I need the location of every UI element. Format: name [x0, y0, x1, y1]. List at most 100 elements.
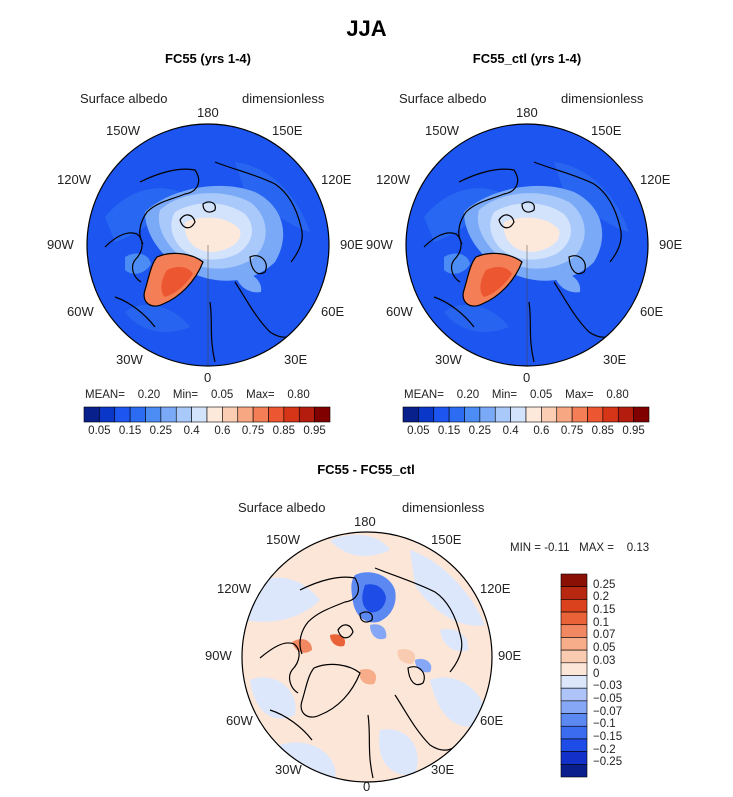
- panel2-colorbar-swatch: [525, 406, 542, 423]
- panel1-lon-90w: 90W: [47, 237, 74, 252]
- panel2-colorbar-swatch: [510, 406, 527, 423]
- panel1-colorbar-tick-label: 0.25: [149, 425, 173, 437]
- panel1-region: [235, 271, 262, 293]
- panel1-coastline: [143, 252, 204, 307]
- panel2-lon-120w: 120W: [376, 172, 410, 187]
- panel3-lon-120w: 120W: [217, 581, 251, 596]
- panel2-coastline: [533, 161, 622, 263]
- panel3-colorbar-tick-label: 0: [593, 667, 600, 680]
- panel1-coastline: [139, 168, 200, 245]
- panel3-stats: MIN = -0.11 MAX = 0.13: [510, 542, 650, 554]
- panel1-lon-180: 180: [197, 105, 219, 120]
- panel1-lon-60w: 60W: [67, 304, 94, 319]
- panel1-colorbar-swatch: [99, 406, 116, 423]
- panel3-lon-60e: 60E: [480, 713, 504, 728]
- panel3-negative-region: [370, 624, 387, 640]
- panel1-coastline: [202, 201, 216, 213]
- panel3-colorbar-swatch: [560, 675, 588, 689]
- panel3-coastline: [269, 709, 313, 741]
- panel3-colorbar-tick-label: 0.03: [593, 654, 616, 667]
- panel2-colorbar-tick-label: 0.6: [533, 425, 550, 437]
- panel2-units-label: dimensionless: [561, 91, 644, 106]
- panel3-lon-30w: 30W: [275, 762, 302, 777]
- panel3-colorbar-swatch: [560, 764, 588, 778]
- panel3-lon-30e: 30E: [431, 762, 455, 777]
- panel1-region: [125, 253, 151, 274]
- panel3-positive-region: [330, 634, 346, 647]
- panel3-field: [242, 532, 492, 782]
- panel3-coastline: [300, 663, 361, 718]
- panel1-colorbar-swatch: [191, 406, 208, 423]
- panel2-map-border: [405, 123, 649, 367]
- panel3-colorbar-tick-label: −0.25: [593, 756, 623, 769]
- panel3-colorbar-tick-label: −0.07: [593, 705, 623, 718]
- panel3-lon-150w: 150W: [266, 532, 300, 547]
- panel3-colorbar-swatch: [560, 713, 588, 727]
- panel1-coastline: [114, 296, 156, 328]
- panel2-lon-60w: 60W: [386, 304, 413, 319]
- panel3-colorbar-tick-label: 0.15: [593, 604, 616, 617]
- panel2-colorbar-swatch: [464, 406, 481, 423]
- panel3-colorbar-tick-label: 0.25: [593, 578, 616, 591]
- panel2-greenland-region: [480, 267, 512, 297]
- panel3-colorbar-swatch: [560, 700, 588, 714]
- panel3-colorbar-labels: 0.25 0.2 0.15 0.1 0.07 0.05 0.03 0 −0.03 −0.05 −0.…: [593, 573, 673, 778]
- panel3-lon-60w: 60W: [226, 713, 253, 728]
- panel1-coastline: [179, 214, 196, 229]
- panel3-negative-region: [410, 550, 485, 626]
- panel3-negative-region: [330, 534, 390, 556]
- panel1-field: [87, 124, 329, 366]
- panel1-colorbar-swatch: [160, 406, 177, 423]
- panel3-units-label: dimensionless: [402, 500, 485, 515]
- panel2-region: [444, 304, 509, 332]
- panel3-lon-90w: 90W: [205, 648, 232, 663]
- panel2-colorbar-swatch: [587, 406, 604, 423]
- panel2-region: [554, 162, 629, 232]
- panel3-coastline: [359, 611, 373, 623]
- panel1-colorbar-swatch: [268, 406, 285, 423]
- panel1-colorbar-tick-label: 0.6: [214, 425, 231, 437]
- panel2-lon-30e: 30E: [603, 352, 627, 367]
- panel3-colorbar-swatch: [560, 573, 588, 587]
- panel2-coastline: [568, 255, 586, 275]
- panel3-colorbar-swatch: [560, 662, 588, 676]
- panel1-lon-30w: 30W: [116, 352, 143, 367]
- panel1-colorbar-labels: 0.05 0.15 0.25 0.4 0.6 0.75 0.85 0.95: [83, 425, 331, 441]
- panel3-colorbar-tick-label: 0.07: [593, 629, 616, 642]
- panel1-lon-90e: 90E: [340, 237, 364, 252]
- panel3-negative-region: [280, 742, 336, 781]
- panel3-positive-region: [292, 639, 312, 653]
- panel1-colorbar-tick-label: 0.85: [272, 425, 296, 437]
- panel3-colorbar-tick-label: 0.1: [593, 616, 609, 629]
- panel1-colorbar-tick-label: 0.05: [88, 425, 111, 437]
- panel3-negative-region: [250, 677, 296, 719]
- panel2-colorbar-swatch: [633, 406, 650, 423]
- panel1-colorbar-swatch: [129, 406, 146, 423]
- panel3-colorbar-tick-label: 0.05: [593, 642, 616, 655]
- panel1-coastline: [104, 232, 143, 283]
- panel2-colorbar-swatch: [479, 406, 496, 423]
- panel3-negative-region: [362, 584, 386, 613]
- panel3-coastline: [374, 567, 463, 673]
- panel2-coastline: [423, 232, 462, 283]
- figure-title: JJA: [346, 16, 387, 41]
- panel2-lon-120e: 120E: [640, 172, 671, 187]
- panel2-colorbar-swatch: [402, 406, 419, 423]
- panel3-colorbar-swatch: [560, 611, 588, 626]
- panel3-colorbar-tick-label: 0.2: [593, 591, 609, 604]
- panel2-lon-180: 180: [516, 105, 538, 120]
- panel2-colorbar: [402, 406, 650, 423]
- panel2-colorbar-tick-label: 0.25: [468, 425, 492, 437]
- panel1-coastline: [209, 301, 216, 363]
- panel3-colorbar-tick-label: −0.05: [593, 692, 623, 705]
- panel2-colorbar-swatch: [494, 406, 511, 423]
- panel3-colorbar-tick-label: −0.03: [593, 680, 623, 693]
- panel2-coastline: [528, 301, 535, 363]
- panel3-background: [242, 532, 492, 782]
- panel2-colorbar-tick-label: 0.05: [407, 425, 430, 437]
- panel1-colorbar-swatch: [145, 406, 162, 423]
- panel3-colorbar-swatch: [560, 637, 588, 651]
- panel3-colorbar-swatch: [560, 738, 588, 752]
- panel3-colorbar-swatch: [560, 624, 588, 638]
- panel1-colorbar-swatch: [222, 406, 239, 423]
